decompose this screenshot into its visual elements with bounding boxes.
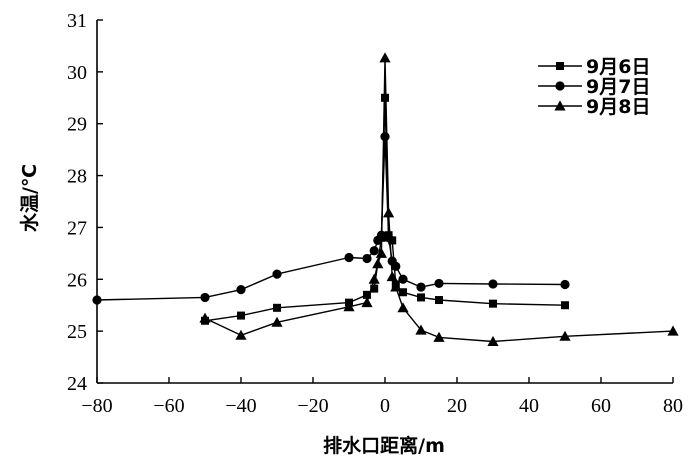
x-axis-title: 排水口距离/m xyxy=(323,434,445,457)
data-point xyxy=(384,233,394,243)
series-layer xyxy=(92,52,679,346)
data-point xyxy=(667,325,679,336)
y-tick-label: 30 xyxy=(67,62,87,84)
y-tick-label: 31 xyxy=(67,10,87,32)
series-3 xyxy=(199,52,679,346)
data-point xyxy=(343,301,355,312)
x-axis: −80 −60 −40 −20 0 20 40 60 80 xyxy=(81,377,683,417)
data-point xyxy=(561,301,569,310)
data-point xyxy=(362,253,372,264)
y-axis-title: 水温/℃ xyxy=(19,164,41,232)
legend-item: 9月6日 xyxy=(538,56,650,78)
data-point xyxy=(433,331,445,342)
y-tick-label: 27 xyxy=(67,217,87,239)
x-tick-label: 40 xyxy=(519,395,539,417)
x-tick-label: 60 xyxy=(591,395,611,417)
legend-item: 9月8日 xyxy=(538,96,650,118)
y-tick-label: 25 xyxy=(67,321,87,343)
data-point xyxy=(344,252,354,263)
data-point xyxy=(368,273,380,284)
data-point xyxy=(361,297,373,308)
legend-marker xyxy=(555,81,565,91)
legend-label: 9月8日 xyxy=(586,96,650,118)
legend-label: 9月6日 xyxy=(586,56,650,78)
data-point xyxy=(398,274,408,284)
data-point xyxy=(379,52,391,63)
data-point xyxy=(237,311,245,320)
series-line xyxy=(96,136,566,301)
y-tick-label: 24 xyxy=(67,373,87,395)
legend-marker xyxy=(556,62,564,70)
data-point xyxy=(236,285,246,295)
legend-marker xyxy=(554,100,566,111)
x-tick-label: −20 xyxy=(297,395,328,417)
data-point xyxy=(415,324,427,335)
data-point xyxy=(560,279,570,290)
data-point xyxy=(273,303,281,312)
data-point xyxy=(199,312,211,323)
data-point xyxy=(417,293,425,302)
data-point xyxy=(399,288,407,297)
series-2 xyxy=(92,132,570,305)
data-point xyxy=(435,296,443,305)
x-tick-label: 0 xyxy=(380,395,390,417)
data-point xyxy=(383,207,395,218)
data-point xyxy=(390,281,402,292)
data-point xyxy=(375,247,387,258)
data-point xyxy=(272,269,282,279)
legend-item: 9月7日 xyxy=(538,76,650,98)
y-tick-label: 26 xyxy=(67,269,87,291)
data-point xyxy=(363,290,371,299)
data-point xyxy=(200,292,210,303)
y-tick-label: 29 xyxy=(67,114,87,136)
series-line xyxy=(204,97,566,322)
data-point xyxy=(380,132,390,142)
x-tick-label: −60 xyxy=(153,395,184,417)
y-tick-label: 28 xyxy=(67,166,87,188)
data-point xyxy=(381,93,389,102)
data-point xyxy=(386,271,398,282)
data-point xyxy=(271,316,283,327)
data-point xyxy=(235,329,247,340)
data-point xyxy=(434,278,444,289)
data-point xyxy=(488,279,498,289)
x-tick-label: −80 xyxy=(81,395,112,417)
x-tick-label: −40 xyxy=(225,395,256,417)
series-1 xyxy=(201,93,569,325)
data-point xyxy=(397,302,409,313)
x-tick-label: 80 xyxy=(663,395,683,417)
data-point xyxy=(372,258,384,269)
y-axis: 24 25 26 27 28 29 30 31 xyxy=(67,10,103,395)
data-point xyxy=(370,284,379,293)
series-line xyxy=(204,57,674,343)
x-tick-label: 20 xyxy=(447,395,467,417)
data-point xyxy=(369,246,379,256)
data-point xyxy=(487,335,499,346)
data-point xyxy=(489,299,497,308)
legend-label: 9月7日 xyxy=(586,76,650,98)
data-point xyxy=(92,295,102,305)
data-point xyxy=(391,261,401,271)
data-point xyxy=(559,330,571,341)
data-point xyxy=(416,282,426,292)
